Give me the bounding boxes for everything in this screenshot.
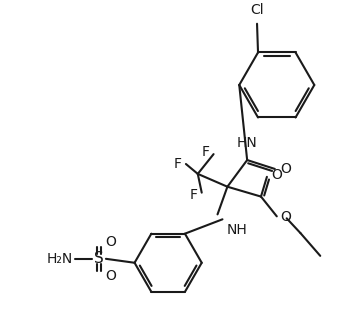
Text: NH: NH — [227, 223, 247, 237]
Text: O: O — [280, 162, 291, 176]
Text: S: S — [94, 251, 104, 266]
Text: F: F — [202, 145, 210, 159]
Text: O: O — [271, 168, 282, 182]
Text: Cl: Cl — [250, 3, 264, 17]
Text: F: F — [174, 157, 182, 171]
Text: HN: HN — [237, 136, 257, 150]
Text: H₂N: H₂N — [47, 252, 73, 266]
Text: O: O — [105, 235, 116, 249]
Text: F: F — [190, 188, 198, 202]
Text: O: O — [281, 210, 292, 224]
Text: O: O — [105, 269, 116, 283]
